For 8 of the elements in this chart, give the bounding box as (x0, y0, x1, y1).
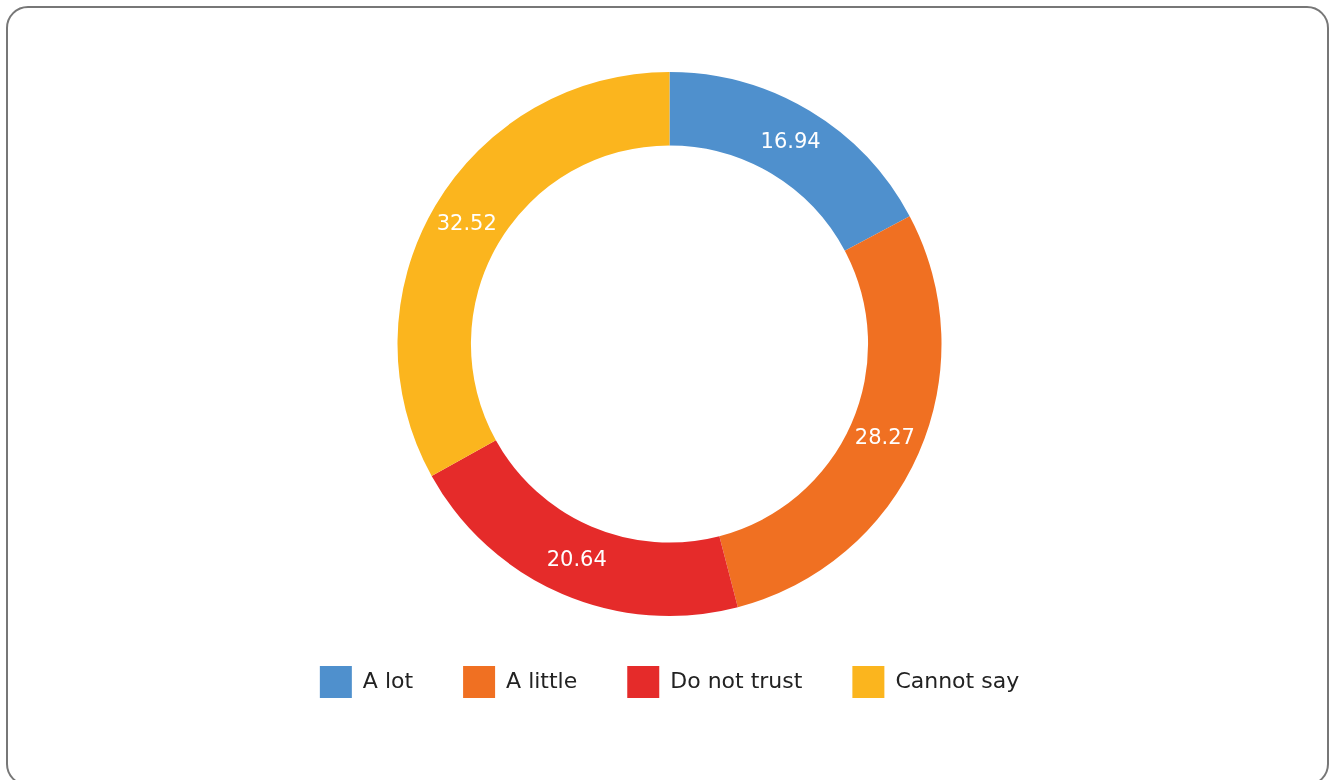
legend-label: Cannot say (895, 667, 1020, 693)
legend-label: A little (506, 667, 578, 693)
legend-label: Do not trust (670, 667, 803, 693)
legend-label: A lot (362, 667, 414, 693)
data-label: 20.64 (546, 546, 607, 571)
data-label: 16.94 (760, 128, 821, 153)
data-label: 28.27 (854, 425, 915, 450)
data-label: 32.52 (436, 211, 497, 236)
